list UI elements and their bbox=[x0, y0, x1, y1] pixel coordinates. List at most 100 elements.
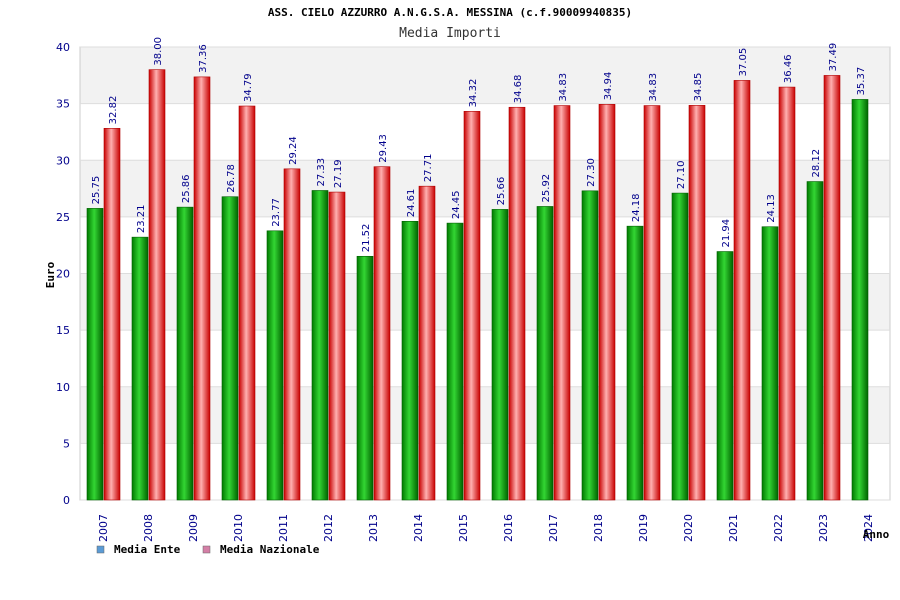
bar-media-ente-2007 bbox=[86, 208, 104, 501]
value-label: 24.18 bbox=[631, 194, 642, 223]
x-tick-label: 2014 bbox=[412, 514, 425, 542]
value-label: 34.85 bbox=[693, 73, 704, 102]
value-label: 23.21 bbox=[136, 205, 147, 234]
value-label: 34.83 bbox=[648, 73, 659, 102]
value-label: 27.19 bbox=[333, 159, 344, 188]
value-label: 28.12 bbox=[811, 149, 822, 178]
value-label: 37.36 bbox=[198, 44, 209, 73]
bar-media-ente-2017 bbox=[536, 206, 554, 501]
bar-media-nazionale-2023 bbox=[823, 75, 841, 501]
bar-media-nazionale-2021 bbox=[733, 80, 751, 501]
value-label: 27.33 bbox=[316, 158, 327, 187]
bar-media-nazionale-2014 bbox=[418, 185, 436, 501]
value-label: 23.77 bbox=[271, 198, 282, 227]
bar-media-nazionale-2013 bbox=[373, 166, 391, 501]
bar-media-nazionale-2018 bbox=[598, 104, 616, 501]
bar-media-nazionale-2012 bbox=[328, 191, 346, 501]
value-label: 24.45 bbox=[451, 190, 462, 219]
x-tick-label: 2023 bbox=[817, 514, 830, 542]
value-label: 34.94 bbox=[603, 72, 614, 101]
y-axis-label: Euro bbox=[44, 261, 57, 288]
value-label: 34.79 bbox=[243, 73, 254, 102]
value-label: 37.05 bbox=[738, 48, 749, 77]
bars bbox=[86, 69, 869, 501]
x-axis-ticks: 2007 2008 2009 2010 2011 2012 2013 2014 2015 2016… bbox=[97, 514, 875, 542]
y-tick-label: 15 bbox=[56, 324, 70, 337]
legend-label-media-ente: Media Ente bbox=[114, 543, 181, 556]
bar-media-nazionale-2020 bbox=[688, 105, 706, 501]
grid-band bbox=[80, 273, 890, 331]
value-label: 27.10 bbox=[676, 160, 687, 189]
value-labels: 25.75 32.82 23.21 38.00 25.86 37.36 26.78 34.79… bbox=[91, 37, 867, 252]
bar-media-ente-2016 bbox=[491, 209, 509, 501]
bar-media-ente-2011 bbox=[266, 230, 284, 501]
x-tick-label: 2009 bbox=[187, 514, 200, 542]
y-tick-label: 40 bbox=[56, 41, 70, 54]
value-label: 34.32 bbox=[468, 79, 479, 108]
value-label: 29.43 bbox=[378, 134, 389, 163]
value-label: 38.00 bbox=[153, 37, 164, 66]
value-label: 27.30 bbox=[586, 158, 597, 187]
bar-media-ente-2022 bbox=[761, 226, 779, 501]
bar-media-ente-2010 bbox=[221, 196, 239, 501]
bar-media-nazionale-2022 bbox=[778, 86, 796, 501]
x-tick-label: 2008 bbox=[142, 514, 155, 542]
x-tick-label: 2022 bbox=[772, 514, 785, 542]
x-tick-label: 2021 bbox=[727, 514, 740, 542]
grid-band bbox=[80, 47, 890, 104]
x-tick-label: 2011 bbox=[277, 514, 290, 542]
x-tick-label: 2020 bbox=[682, 514, 695, 542]
bar-media-ente-2024 bbox=[851, 99, 869, 501]
chart-subtitle: Media Importi bbox=[399, 26, 501, 41]
x-axis-label: Anno bbox=[863, 528, 890, 541]
value-label: 25.66 bbox=[496, 177, 507, 206]
value-label: 34.68 bbox=[513, 75, 524, 104]
y-tick-label: 25 bbox=[56, 211, 70, 224]
legend: Media Ente Media Nazionale bbox=[96, 543, 320, 556]
value-label: 27.71 bbox=[423, 154, 434, 183]
value-label: 35.37 bbox=[856, 67, 867, 96]
bar-media-ente-2023 bbox=[806, 181, 824, 501]
y-tick-label: 10 bbox=[56, 381, 70, 394]
value-label: 25.86 bbox=[181, 174, 192, 203]
bar-media-ente-2009 bbox=[176, 206, 194, 501]
value-label: 25.92 bbox=[541, 174, 552, 203]
x-tick-label: 2017 bbox=[547, 514, 560, 542]
value-label: 36.46 bbox=[783, 54, 794, 83]
legend-swatch-media-nazionale bbox=[202, 545, 211, 554]
bar-media-ente-2018 bbox=[581, 190, 599, 501]
bar-media-ente-2013 bbox=[356, 255, 374, 501]
bar-media-nazionale-2016 bbox=[508, 106, 526, 501]
y-tick-label: 35 bbox=[56, 98, 70, 111]
value-label: 32.82 bbox=[108, 96, 119, 125]
value-label: 21.94 bbox=[721, 219, 732, 248]
bar-media-nazionale-2008 bbox=[148, 69, 166, 501]
x-tick-label: 2013 bbox=[367, 514, 380, 542]
chart-title: ASS. CIELO AZZURRO A.N.G.S.A. MESSINA (c… bbox=[268, 6, 632, 19]
bar-media-nazionale-2010 bbox=[238, 105, 256, 501]
bar-media-nazionale-2009 bbox=[193, 76, 211, 501]
bar-media-nazionale-2017 bbox=[553, 105, 571, 501]
value-label: 24.61 bbox=[406, 189, 417, 218]
x-tick-label: 2018 bbox=[592, 514, 605, 542]
legend-label-media-nazionale: Media Nazionale bbox=[220, 543, 320, 556]
value-label: 29.24 bbox=[288, 136, 299, 165]
value-label: 21.52 bbox=[361, 224, 372, 253]
bar-media-ente-2014 bbox=[401, 220, 419, 501]
grid-lines bbox=[80, 46, 890, 501]
x-tick-label: 2019 bbox=[637, 514, 650, 542]
value-label: 25.75 bbox=[91, 176, 102, 205]
y-axis-ticks: 0 5 10 15 20 25 30 35 40 bbox=[56, 41, 70, 507]
grid-band bbox=[80, 386, 890, 444]
x-tick-label: 2010 bbox=[232, 514, 245, 542]
y-tick-label: 5 bbox=[63, 437, 70, 450]
x-tick-label: 2012 bbox=[322, 514, 335, 542]
bar-media-nazionale-2007 bbox=[103, 128, 121, 501]
value-label: 24.13 bbox=[766, 194, 777, 223]
bar-media-ente-2019 bbox=[626, 225, 644, 501]
bar-media-ente-2008 bbox=[131, 236, 149, 501]
x-tick-label: 2015 bbox=[457, 514, 470, 542]
grid-band bbox=[80, 160, 890, 217]
bar-media-nazionale-2019 bbox=[643, 105, 661, 501]
x-tick-label: 2024 bbox=[862, 514, 875, 542]
